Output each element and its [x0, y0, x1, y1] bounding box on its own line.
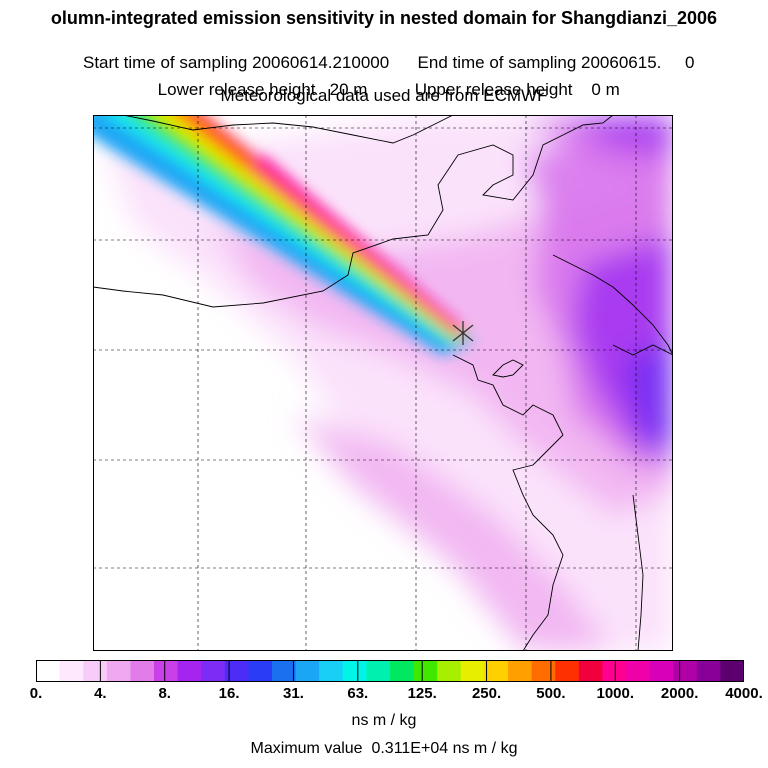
- colorbar-segment: [59, 660, 84, 682]
- map-frame: [93, 115, 673, 651]
- colorbar-tick-label: 4.: [94, 685, 107, 702]
- colorbar-tick-label: 125.: [407, 685, 437, 702]
- upper-release-label: Upper release height 0 m: [414, 80, 620, 99]
- colorbar-segment: [626, 660, 651, 682]
- colorbar-segment: [130, 660, 155, 682]
- graticule: [93, 115, 673, 651]
- colorbar-segment: [437, 660, 462, 682]
- colorbar-segment: [531, 660, 556, 682]
- end-time-label: End time of sampling 20060615. 0: [417, 53, 695, 72]
- colorbar-tick-label: 500.: [536, 685, 566, 702]
- colorbar-segment: [177, 660, 202, 682]
- colorbar-segment: [649, 660, 674, 682]
- colorbar-segment: [295, 660, 320, 682]
- colorbar-segment: [272, 660, 297, 682]
- colorbar: [36, 660, 744, 682]
- lower-release-label: Lower release height 20 m: [157, 80, 368, 99]
- colorbar-segment: [460, 660, 485, 682]
- colorbar-segment: [696, 660, 721, 682]
- colorbar-segment: [484, 660, 509, 682]
- sampling-times: Start time of sampling 20060614.210000 E…: [0, 33, 768, 73]
- colorbar-segment: [224, 660, 249, 682]
- sensitivity-map: [93, 115, 673, 651]
- sensitivity-field: [93, 115, 673, 651]
- colorbar-tick-label: 16.: [218, 685, 240, 702]
- colorbar-tick-label: 8.: [158, 685, 171, 702]
- colorbar-segment: [106, 660, 131, 682]
- colorbar-segment: [248, 660, 273, 682]
- release-site-marker: [452, 321, 474, 345]
- colorbar-segment: [154, 660, 179, 682]
- colorbar-tick-label: 63.: [347, 685, 369, 702]
- release-heights: Lower release height 20 m Upper release …: [0, 60, 768, 100]
- max-value-label: Maximum value 0.311E+04 ns m / kg: [250, 740, 518, 757]
- colorbar-segment: [366, 660, 391, 682]
- colorbar-segment: [555, 660, 580, 682]
- colorbar-tick-label: 250.: [471, 685, 502, 702]
- colorbar-segment: [673, 660, 698, 682]
- colorbar-segment: [602, 660, 627, 682]
- colorbar-segment: [413, 660, 438, 682]
- colorbar-unit-label: ns m / kg: [351, 712, 417, 729]
- start-time-label: Start time of sampling 20060614.210000: [82, 53, 390, 72]
- colorbar-frame: [36, 660, 744, 682]
- colorbar-segment: [578, 660, 603, 682]
- colorbar-tick-label: 4000.: [725, 685, 763, 702]
- chart-title: olumn-integrated emission sensitivity in…: [50, 8, 718, 28]
- colorbar-tick-label: 0.: [29, 685, 43, 702]
- colorbar-segment: [390, 660, 415, 682]
- colorbar-segment: [508, 660, 533, 682]
- colorbar-tick-label: 31.: [283, 685, 304, 702]
- met-data-label: Meteorological data used are from ECMWF: [220, 86, 548, 105]
- colorbar-segment: [319, 660, 344, 682]
- colorbar-tick-label: 2000.: [660, 685, 699, 702]
- colorbar-segment: [342, 660, 367, 682]
- colorbar-tick-label: 1000.: [596, 685, 635, 702]
- colorbar-segment: [83, 660, 108, 682]
- colorbar-segment: [720, 660, 744, 682]
- colorbar-segment: [201, 660, 226, 682]
- colorbar-segment: [36, 660, 61, 682]
